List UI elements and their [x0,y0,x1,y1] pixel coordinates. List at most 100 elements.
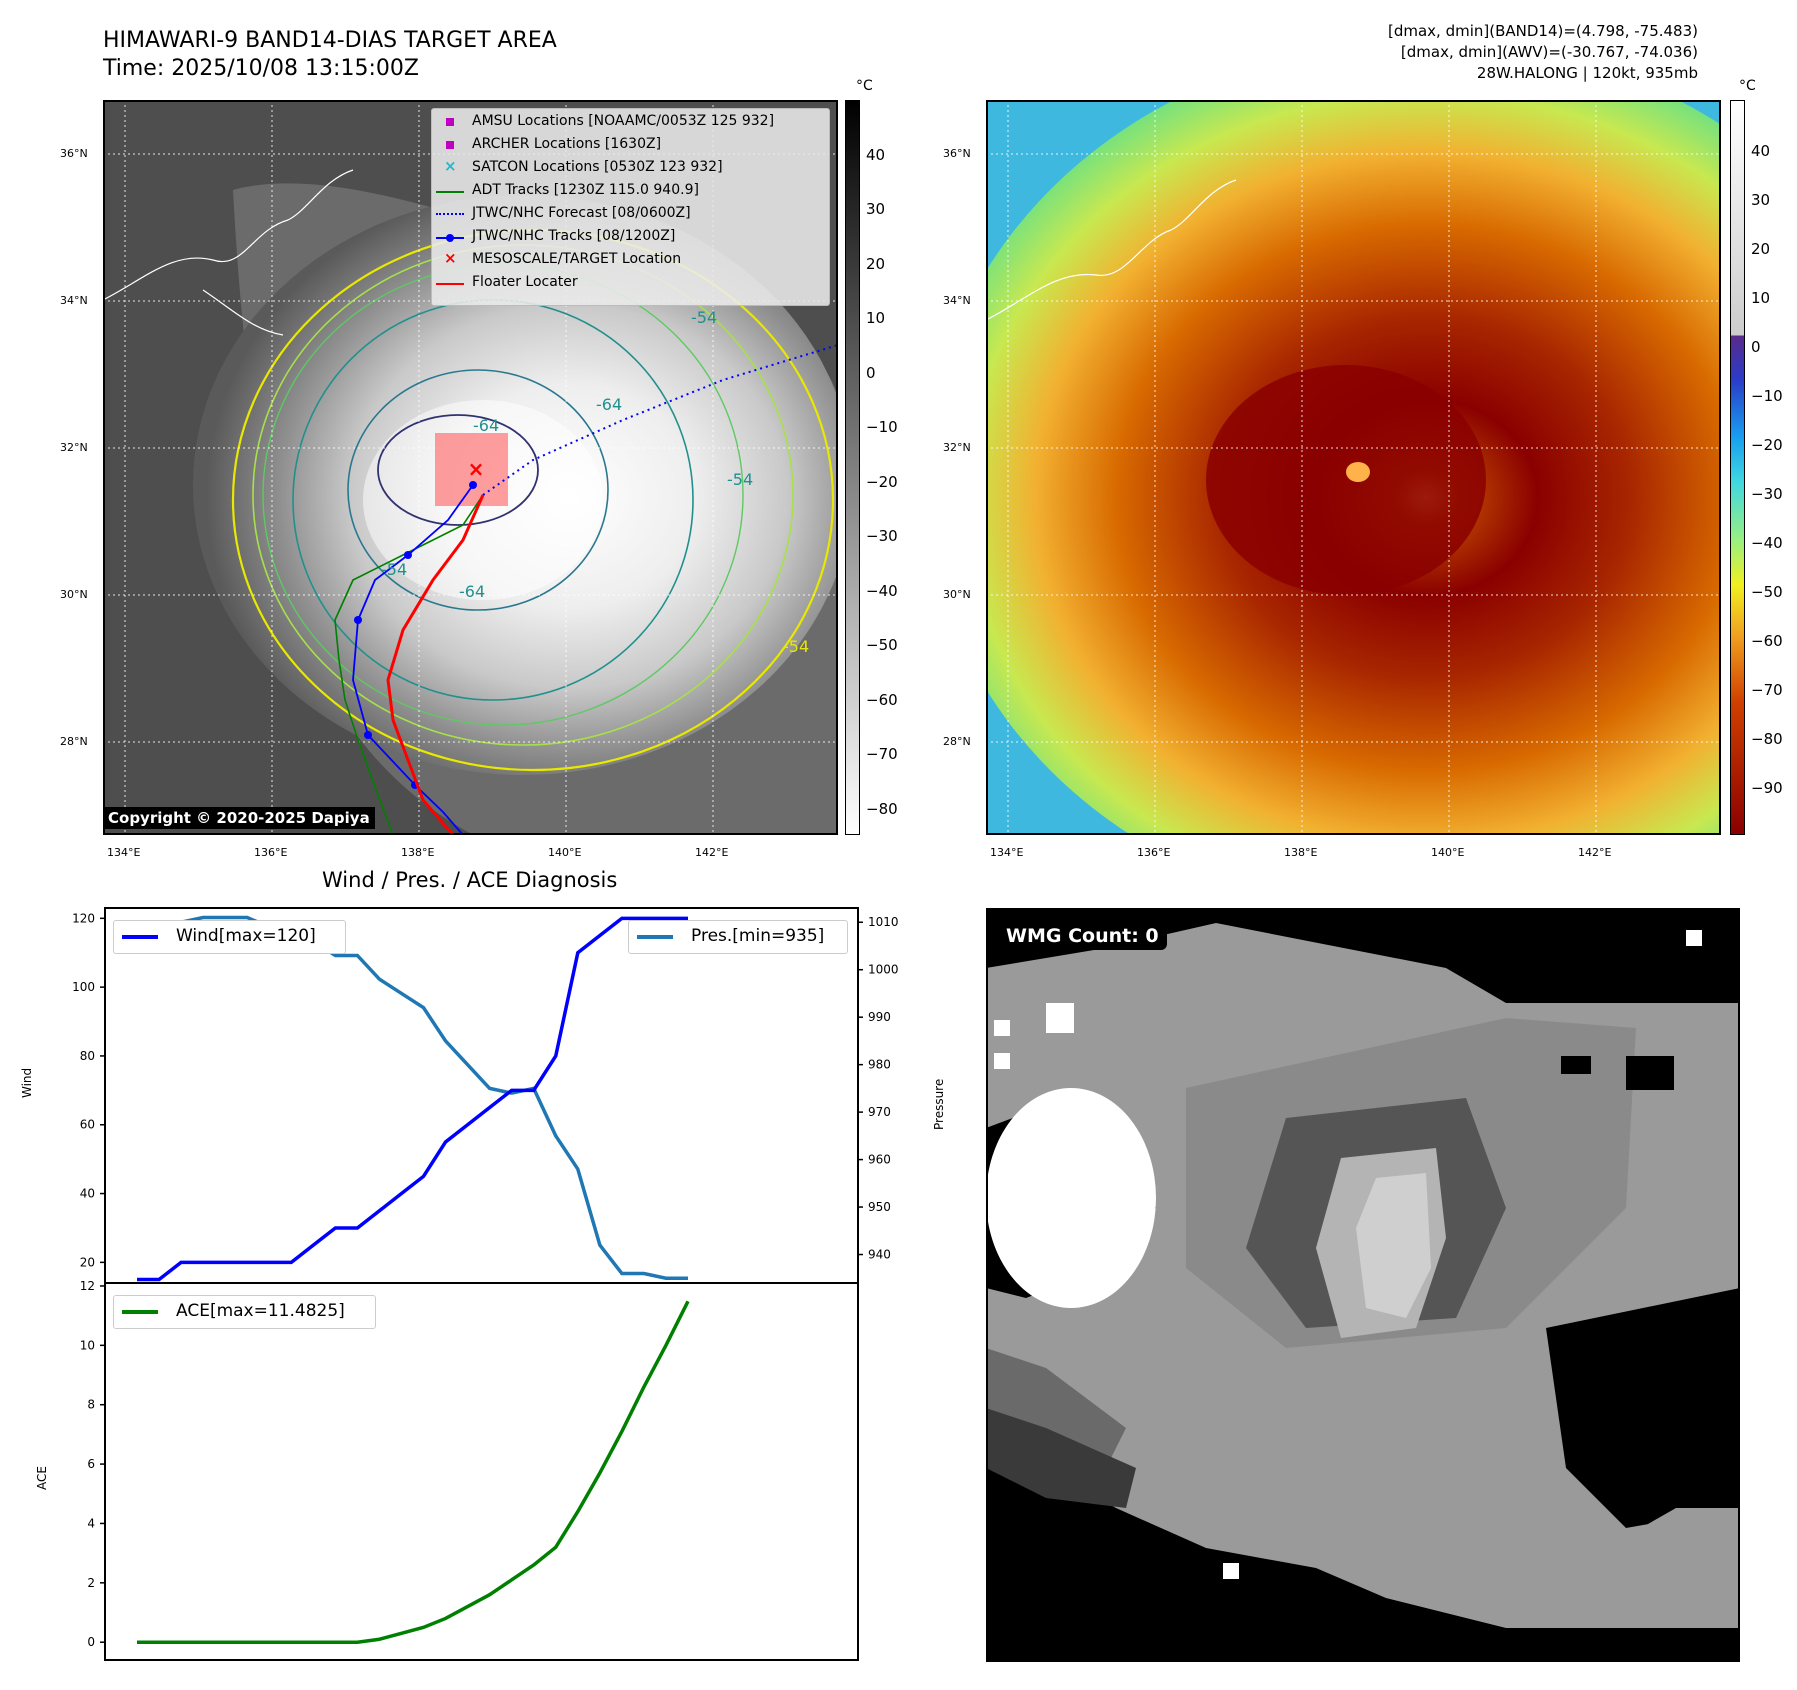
coastline-path [986,179,1237,321]
contour-navy [377,414,539,526]
contour-label: -64 [473,416,499,435]
wv-colorbar-unit: °C [1739,78,1756,94]
contour-label: -54 [691,308,717,327]
ir-colorbar-unit: °C [856,78,873,94]
wind-axes-frame [104,907,859,1284]
diagnosis-chart: 2040608010012094095096097098099010001010… [72,907,899,1661]
ir-map-panel: × -54 -64 -64 -54 -64 -54 -54 AMSU Locat… [103,100,838,835]
pressure-axis-label: Pressure [932,1078,946,1130]
contour-label: -64 [596,395,622,414]
wmg-count-badge: WMG Count: 0 [998,922,1167,950]
square-marker-icon [446,141,454,149]
dot-marker-icon [446,234,454,242]
lat-label: 36°N [60,147,88,160]
pressure-tick-label: 1000 [868,963,899,977]
lat-label: 32°N [943,441,971,454]
ace-tick-label: 12 [80,1279,95,1293]
pressure-tick-label: 940 [868,1248,891,1262]
wmg-image [986,908,1740,1662]
pressure-tick-label: 950 [868,1200,891,1214]
diagnosis-title: Wind / Pres. / ACE Diagnosis [322,868,618,892]
ace-tick-label: 4 [87,1516,95,1530]
pressure-tick-label: 960 [868,1153,891,1167]
contour-label: -54 [783,637,809,656]
chart-time: Time: 2025/10/08 13:15:00Z [103,56,419,81]
lat-label: 36°N [943,147,971,160]
wv-colorbar [1730,100,1745,835]
ace-tick-label: 8 [87,1398,95,1412]
lon-label: 142°E [695,846,729,859]
line-icon [436,283,464,285]
ace-tick-label: 10 [80,1338,95,1352]
jtwc-forecast [482,344,838,496]
pressure-line [137,915,688,1281]
lon-label: 136°E [1137,846,1171,859]
line-icon [436,191,464,193]
ir-colorbar-ticks: 40 30 20 10 0 −10 −20 −30 −40 −50 −60 −7… [866,146,898,818]
wind-pressure-axes: 20 40 60 80 100 120 940 950 960 970 980 990 1000 1010 [72,907,899,1284]
wind-tick-label: 40 [80,1187,95,1201]
ace-legend: ACE[max=11.4825] [113,1295,376,1329]
wind-legend: Wind[max=120] [113,920,346,954]
floater-track [386,494,485,835]
lon-label: 136°E [254,846,288,859]
lon-label: 140°E [548,846,582,859]
adt-track [334,494,484,835]
lon-label: 140°E [1431,846,1465,859]
pressure-tick-label: 1010 [868,915,899,929]
contour-label: -64 [459,582,485,601]
coastline-path [103,169,354,336]
lon-label: 138°E [401,846,435,859]
wind-axis-label: Wind [20,1067,34,1098]
floater-box [435,433,508,506]
ace-line [137,1300,690,1644]
info-awv-range: [dmax, dmin](AWV)=(-30.767, -74.036) [1400,43,1698,61]
x-marker-icon: × [444,157,457,175]
wv-map [986,100,1721,835]
line-icon [637,935,673,939]
info-band14-range: [dmax, dmin](BAND14)=(4.798, -75.483) [1387,22,1698,40]
lat-label: 30°N [943,588,971,601]
ace-tick-label: 2 [87,1576,95,1590]
lat-label: 28°N [943,735,971,748]
pressure-legend: Pres.[min=935] [628,920,848,954]
copyright: Copyright © 2020-2025 Dapiya [103,807,375,829]
ace-tick-label: 6 [87,1457,95,1471]
lon-label: 134°E [990,846,1024,859]
ir-legend: AMSU Locations [NOAAMC/0053Z 125 932] AR… [431,108,830,306]
wv-colorbar-ticks: 40 30 20 10 0 −10 −20 −30 −40 −50 −60 −7… [1751,142,1783,797]
line-icon [122,935,158,939]
wind-tick-label: 60 [80,1118,95,1132]
square-marker-icon [446,118,454,126]
dotted-line-icon [436,213,464,215]
wind-tick-label: 100 [72,980,95,994]
wind-line [137,916,688,1282]
wind-tick-label: 120 [72,911,95,925]
lat-label: 34°N [943,294,971,307]
ace-axes-frame [104,1282,859,1661]
pressure-tick-label: 990 [868,1010,891,1024]
lat-label: 34°N [60,294,88,307]
contour-teal-64 [347,369,609,611]
chart-title: HIMAWARI-9 BAND14-DIAS TARGET AREA [103,28,557,53]
lat-label: 30°N [60,588,88,601]
wind-tick-label: 20 [80,1255,95,1269]
jtwc-track [352,484,474,835]
contour-label: -54 [727,470,753,489]
ace-tick-label: 0 [87,1635,95,1649]
ace-axes: 0 2 4 6 8 10 12 [80,1279,859,1661]
wmg-panel: WMG Count: 0 [986,908,1740,1662]
wv-map-panel [986,100,1721,835]
x-marker-icon: × [444,249,457,267]
wind-tick-label: 80 [80,1049,95,1063]
ace-axis-label: ACE [35,1466,49,1490]
target-marker: × [468,457,485,481]
lon-label: 138°E [1284,846,1318,859]
pressure-tick-label: 970 [868,1105,891,1119]
contour-label: -54 [381,560,407,579]
lon-label: 134°E [107,846,141,859]
pressure-tick-label: 980 [868,1058,891,1072]
lat-label: 32°N [60,441,88,454]
lat-label: 28°N [60,735,88,748]
lon-label: 142°E [1578,846,1612,859]
